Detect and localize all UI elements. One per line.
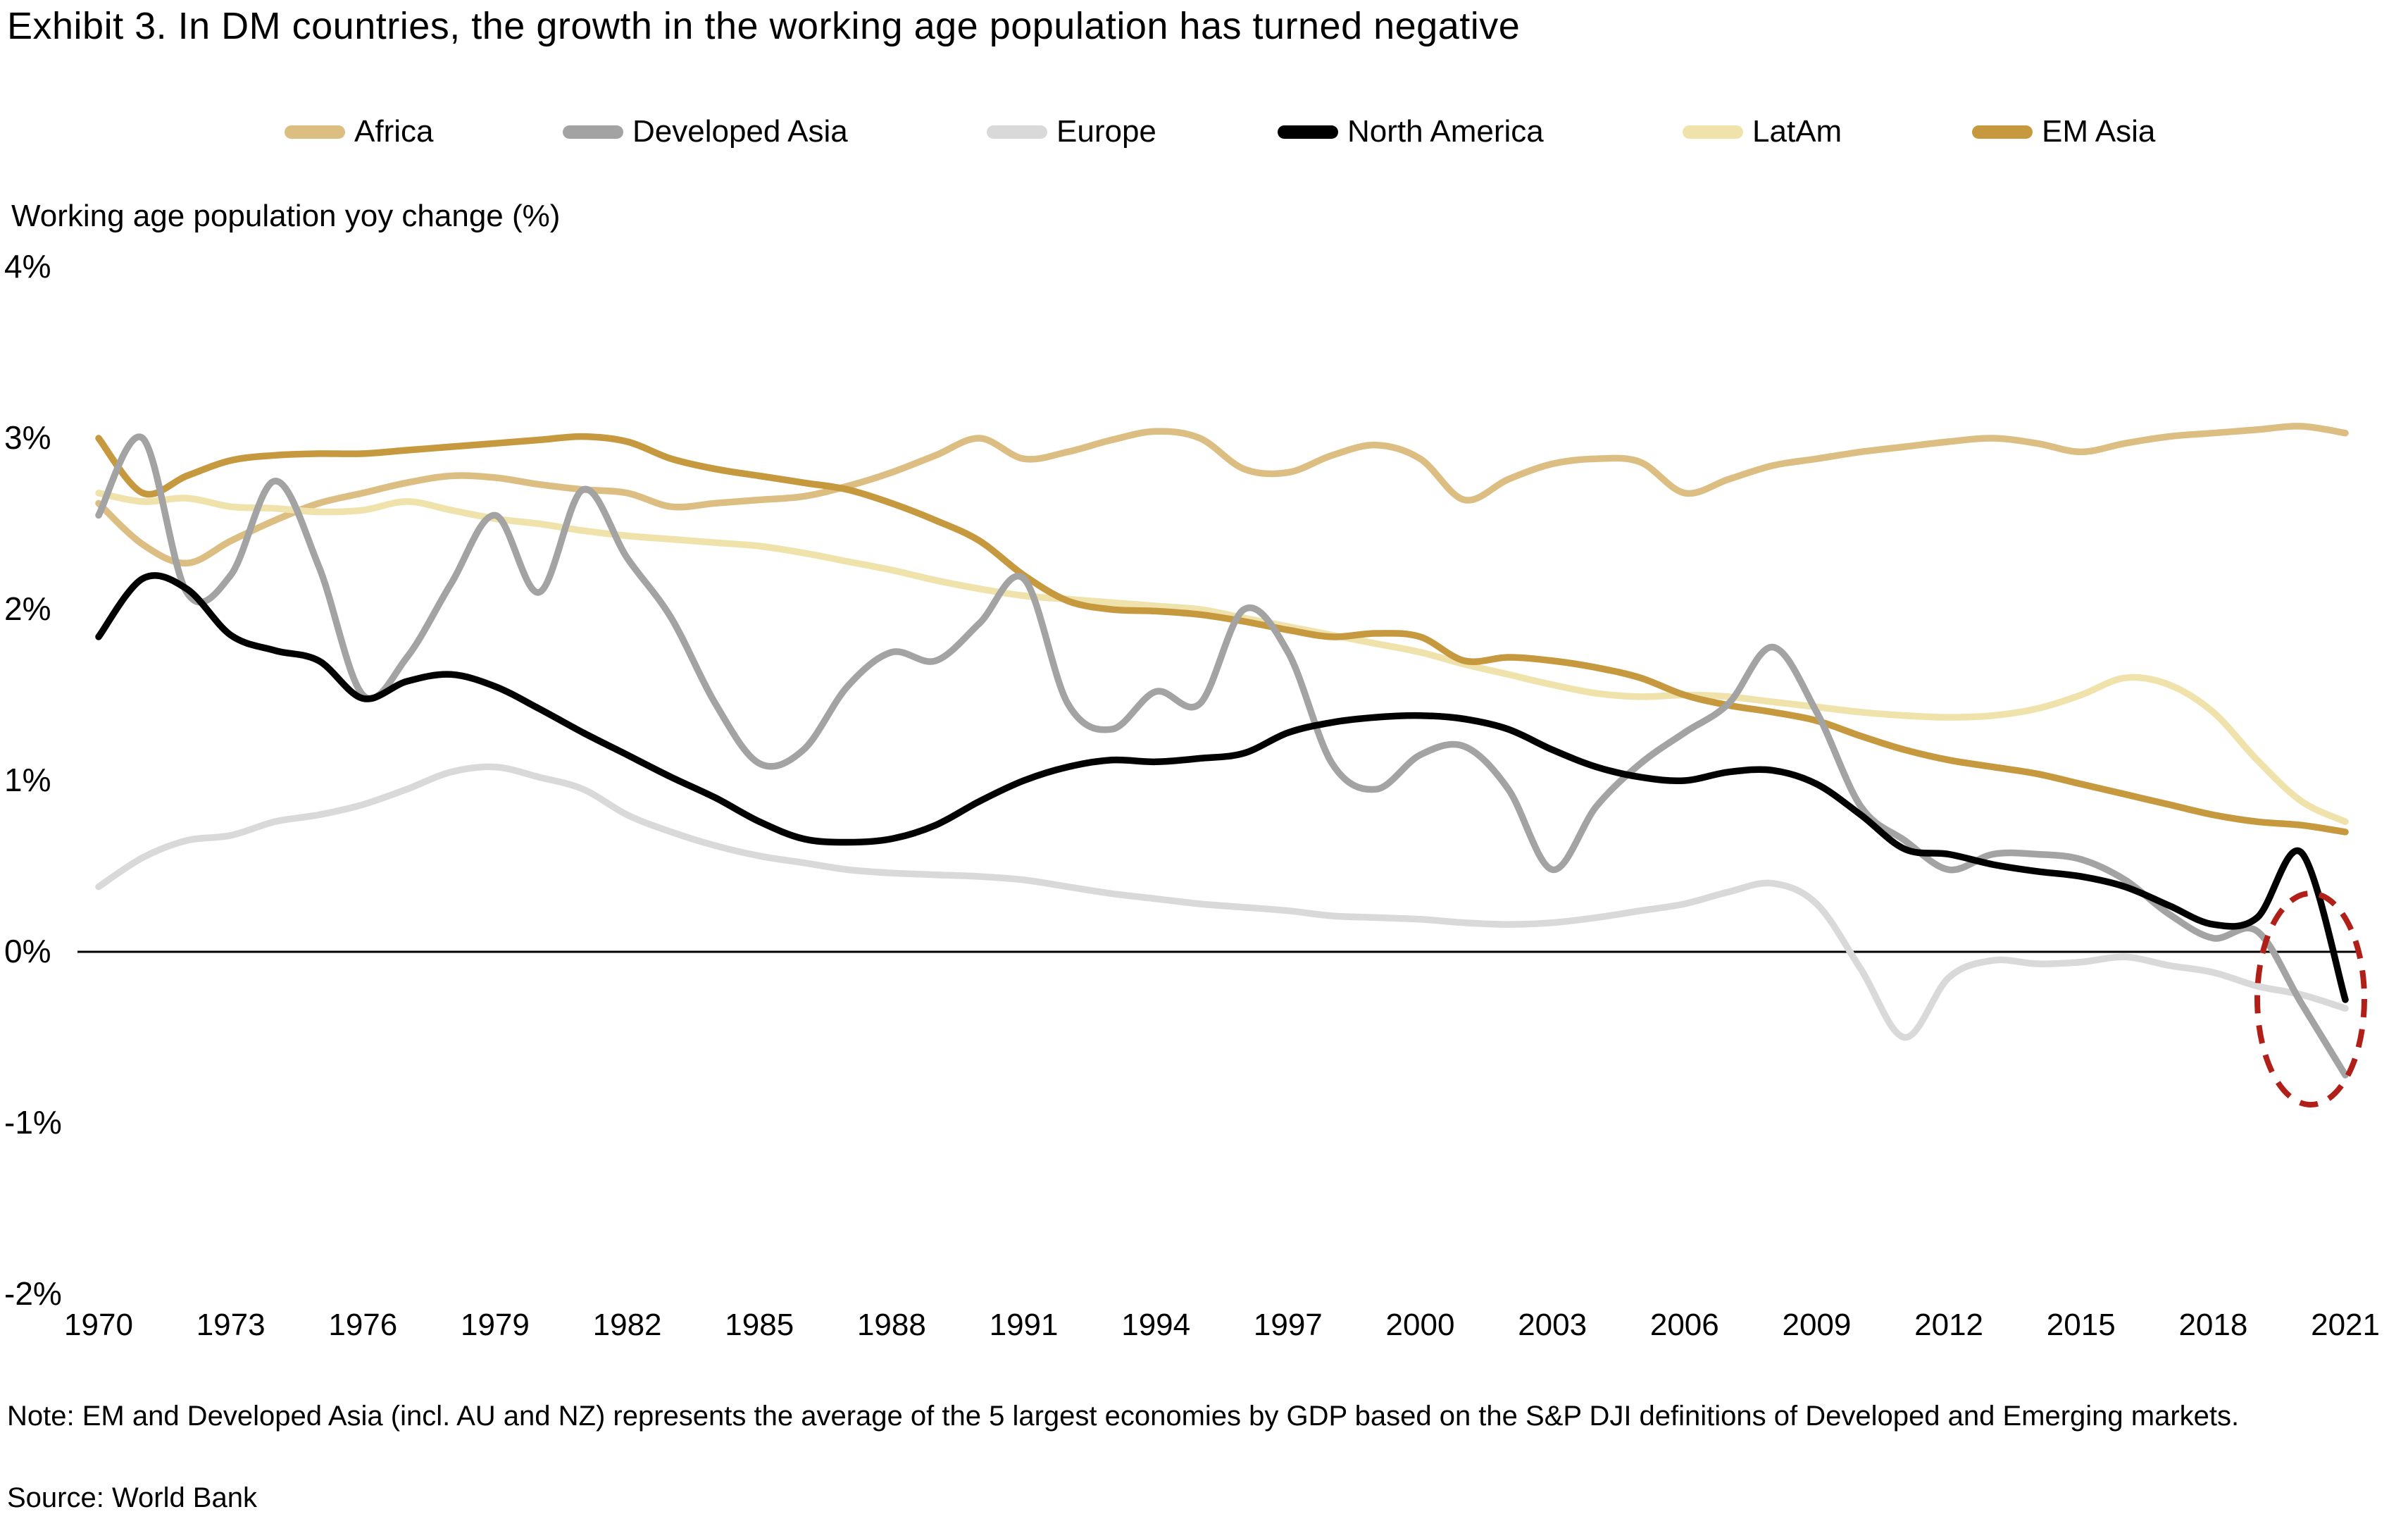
x-tick-label: 1970: [64, 1308, 133, 1342]
x-tick-label: 2003: [1518, 1308, 1587, 1342]
series-line-europe: [95, 763, 2349, 1041]
x-tick-label: 1994: [1121, 1308, 1191, 1342]
source-line: Source: World Bank: [7, 1482, 257, 1513]
legend-swatch-developed-asia: [563, 125, 623, 139]
legend-label: Developed Asia: [632, 114, 848, 149]
legend-label: Europe: [1056, 114, 1156, 149]
legend-label: North America: [1347, 114, 1544, 149]
y-tick-label: 1%: [4, 761, 51, 798]
series-line-africa: [95, 423, 2349, 567]
x-tick-label: 1988: [856, 1308, 926, 1342]
x-tick-label: 2006: [1649, 1308, 1719, 1342]
x-tick-label: 2018: [2178, 1308, 2248, 1342]
y-tick-label: 4%: [4, 247, 51, 285]
y-tick-label: -1%: [4, 1103, 62, 1141]
legend-item-africa: Africa: [285, 114, 433, 149]
series-line-north-america: [95, 572, 2349, 1003]
legend-item-developed-asia: Developed Asia: [563, 114, 848, 149]
x-tick-label: 1976: [328, 1308, 398, 1342]
legend-item-north-america: North America: [1278, 114, 1544, 149]
series-line-em-asia: [95, 433, 2349, 836]
highlight-ellipse-annotation: [2254, 891, 2367, 1108]
legend-swatch-north-america: [1278, 125, 1338, 139]
legend-swatch-em-asia: [1972, 125, 2033, 139]
series-lines: [95, 423, 2349, 1079]
legend-swatch-latam: [1683, 125, 1743, 139]
legend-item-em-asia: EM Asia: [1972, 114, 2155, 149]
legend-swatch-europe: [987, 125, 1047, 139]
chart-title: Exhibit 3. In DM countries, the growth i…: [7, 5, 1521, 47]
y-tick-label: 0%: [4, 932, 51, 969]
legend-item-latam: LatAm: [1683, 114, 1842, 149]
y-axis-title: Working age population yoy change (%): [11, 199, 561, 233]
y-tick-label: 3%: [4, 418, 51, 456]
y-tick-label: -2%: [4, 1274, 62, 1312]
series-line-latam: [95, 490, 2349, 826]
y-tick-label: 2%: [4, 590, 51, 627]
x-tick-label: 2009: [1782, 1308, 1852, 1342]
legend-label: Africa: [354, 114, 434, 149]
legend-item-europe: Europe: [987, 114, 1156, 149]
x-tick-label: 1997: [1253, 1308, 1323, 1342]
x-tick-label: 2015: [2046, 1308, 2116, 1342]
x-tick-label: 2000: [1385, 1308, 1455, 1342]
x-tick-label: 1973: [196, 1308, 266, 1342]
chart-legend: Africa Developed Asia Europe North America L…: [0, 114, 2408, 149]
legend-swatch-africa: [285, 125, 345, 139]
x-tick-label: 1991: [989, 1308, 1059, 1342]
x-tick-label: 1985: [725, 1308, 794, 1342]
legend-label: LatAm: [1752, 114, 1842, 149]
x-tick-label: 1979: [460, 1308, 530, 1342]
x-tick-label: 1982: [592, 1308, 662, 1342]
footnote: Note: EM and Developed Asia (incl. AU an…: [7, 1401, 2240, 1432]
legend-label: EM Asia: [2042, 114, 2156, 149]
x-tick-label: 2012: [1914, 1308, 1984, 1342]
x-tick-label: 2021: [2311, 1308, 2380, 1342]
